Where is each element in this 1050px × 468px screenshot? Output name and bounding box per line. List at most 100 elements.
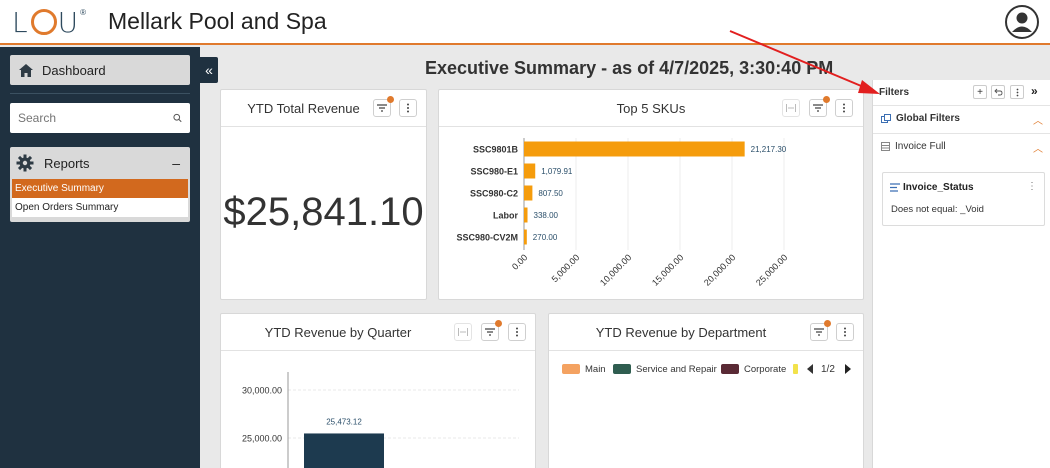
legend-page-indicator: 1/2 [821,364,835,375]
legend-next-arrow[interactable] [845,364,851,374]
user-profile-icon[interactable] [1004,4,1040,40]
reports-label: Reports [44,155,90,171]
report-item-executive-summary[interactable]: Executive Summary [12,179,188,198]
collapse-filters-icon[interactable]: » [1031,84,1038,98]
data-label: 21,217.30 [751,145,787,154]
data-label: 1,079.91 [541,167,573,176]
collapse-sidebar-button[interactable]: « [200,57,218,83]
filter-lines-icon [813,104,823,112]
search-input[interactable] [18,111,173,125]
filters-panel: Filters + » Global Filters ︿ Invoice Ful… [872,80,1050,468]
table-icon [881,142,890,151]
legend-label-service-and-repair: Service and Repair [636,364,717,375]
x-tick-label: 5,000.00 [550,252,582,284]
bar[interactable] [524,163,536,179]
card-title: YTD Total Revenue [247,101,360,116]
filters-more-button[interactable] [1010,85,1024,99]
vertical-dots-icon [516,327,518,337]
undo-icon [993,88,1002,96]
global-filter-icon [881,113,891,123]
x-tick-label: 15,000.00 [650,252,685,287]
vertical-dots-icon [843,103,845,113]
data-label: 270.00 [533,233,558,242]
reports-panel: Reports – Executive Summary Open Orders … [10,147,190,222]
data-label: 25,473.12 [326,417,362,426]
y-tick-label: 30,000.00 [242,386,282,396]
invoice-status-filter-card[interactable]: Invoice_Status ⋮ Does not equal: _Void [882,172,1045,226]
more-options-button[interactable] [835,99,853,117]
filter-button[interactable] [373,96,394,117]
sidebar-divider [10,93,190,94]
vertical-dots-icon [407,103,409,113]
legend-swatch-service-and-repair [613,364,631,374]
filter-button[interactable] [810,320,831,341]
search-icon[interactable] [173,112,182,124]
x-tick-label: 10,000.00 [598,252,633,287]
bar[interactable] [524,185,533,201]
x-tick-label: 0.00 [510,252,529,271]
card-title: YTD Revenue by Quarter [264,325,412,340]
chevron-up-icon: ︿ [1033,116,1043,127]
category-label: SSC980-C2 [470,189,518,199]
dataset-label: Invoice Full [895,141,946,152]
filter-condition: Does not equal: _Void [891,204,984,215]
report-item-open-orders-summary[interactable]: Open Orders Summary [12,198,188,217]
dataset-filter-row[interactable]: Invoice Full ︿ [873,133,1050,159]
expand-button[interactable] [454,323,472,341]
department-legend: Main Service and Repair Corporate 1/2 [562,364,851,375]
filter-button[interactable] [481,320,502,341]
legend-prev-arrow[interactable] [807,364,813,374]
expand-width-icon [786,104,796,112]
top-5-skus-chart: 0.00 5,000.00 10,000.00 15,000.00 20,000.00 2… [456,138,789,288]
data-label: 807.50 [538,189,563,198]
add-filter-button[interactable]: + [973,85,987,99]
expand-button[interactable] [782,99,800,117]
bar[interactable] [304,433,384,468]
ytd-revenue-by-quarter-card: YTD Revenue by Quarter 30,000.00 25,000.0… [220,313,536,468]
category-label: SSC980-CV2M [456,233,518,243]
top-5-skus-card: Top 5 SKUs 0.00 5,000.00 10,000.00 15,000.0… [438,89,864,300]
legend-label-corporate: Corporate [744,364,786,375]
expand-width-icon [458,328,468,336]
filters-header: Filters [873,80,1050,104]
y-tick-label: 25,000.00 [242,434,282,444]
filter-button[interactable] [809,96,830,117]
legend-swatch-partial [793,364,798,374]
bar[interactable] [524,141,745,157]
list-filter-icon [890,183,900,192]
active-filter-dot [824,320,831,327]
home-icon [19,63,33,77]
dashboard-button[interactable]: Dashboard [10,55,190,85]
category-label: SSC980-E1 [470,167,518,177]
kpi-value: $25,841.10 [223,190,424,234]
bar[interactable] [524,207,528,223]
active-filter-dot [495,320,502,327]
chevron-up-icon: ︿ [1033,144,1043,155]
more-options-button[interactable] [508,323,526,341]
filter-lines-icon [377,104,387,112]
page-title: Executive Summary - as of 4/7/2025, 3:30… [425,58,834,78]
gear-icon [16,154,34,172]
global-filters-row[interactable]: Global Filters ︿ [873,105,1050,131]
card-title: Top 5 SKUs [616,101,686,116]
legend-swatch-corporate [721,364,739,374]
dashboard-label: Dashboard [42,62,106,78]
bar[interactable] [524,229,527,245]
filter-card-menu-icon[interactable]: ⋮ [1027,181,1037,192]
app-title: Mellark Pool and Spa [108,8,327,34]
legend-swatch-main [562,364,580,374]
reports-header[interactable]: Reports – [10,147,190,179]
filters-title: Filters [879,86,910,98]
sidebar-search [10,103,190,133]
more-options-button[interactable] [836,323,854,341]
filter-lines-icon [485,328,495,336]
collapse-reports-icon[interactable]: – [172,155,180,171]
active-filter-dot [823,96,830,103]
data-label: 338.00 [534,211,559,220]
more-options-button[interactable] [399,99,417,117]
undo-filter-button[interactable] [991,85,1005,99]
card-title: YTD Revenue by Department [595,325,767,340]
